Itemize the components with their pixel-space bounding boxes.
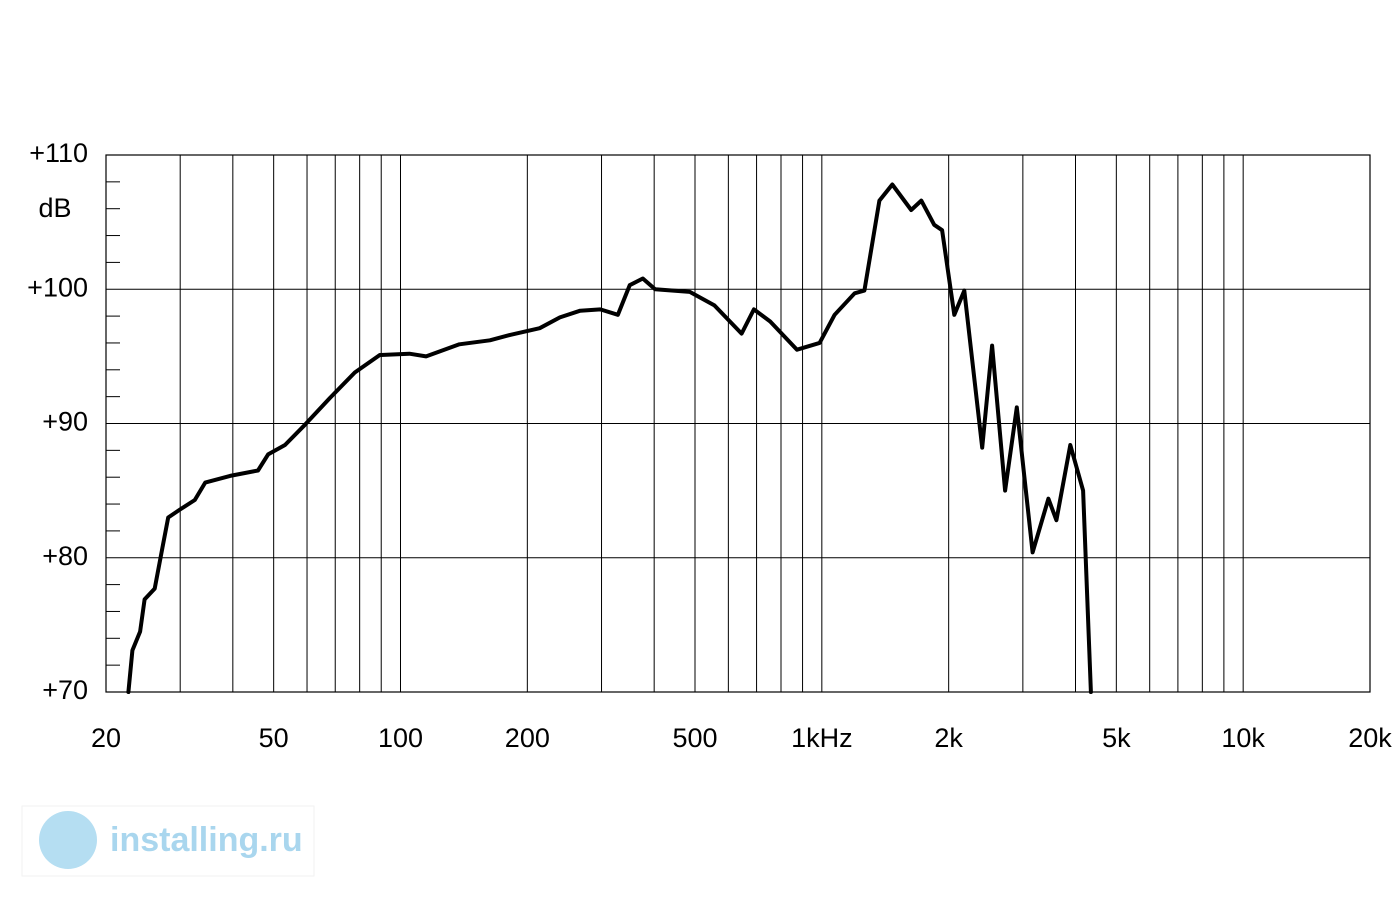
x-tick-label: 2k <box>934 723 963 753</box>
response-curve <box>126 182 1093 694</box>
x-tick-label: 200 <box>505 723 550 753</box>
x-tick-label: 100 <box>378 723 423 753</box>
y-axis-label: dB <box>38 193 71 223</box>
watermark: installing.ru <box>110 821 303 859</box>
x-tick-label: 50 <box>259 723 289 753</box>
x-tick-label: 20k <box>1348 723 1392 753</box>
x-tick-label: 20 <box>91 723 121 753</box>
y-tick-label: +110 <box>29 138 88 168</box>
x-tick-label: 5k <box>1102 723 1131 753</box>
y-tick-label: +70 <box>42 675 88 705</box>
y-tick-label: +90 <box>42 407 88 437</box>
x-tick-label: 1kHz <box>791 723 853 753</box>
x-tick-label: 500 <box>672 723 717 753</box>
y-tick-label: +80 <box>42 541 88 571</box>
watermark-logo <box>39 811 97 869</box>
x-tick-label: 10k <box>1221 723 1265 753</box>
y-tick-label: +100 <box>27 272 88 302</box>
